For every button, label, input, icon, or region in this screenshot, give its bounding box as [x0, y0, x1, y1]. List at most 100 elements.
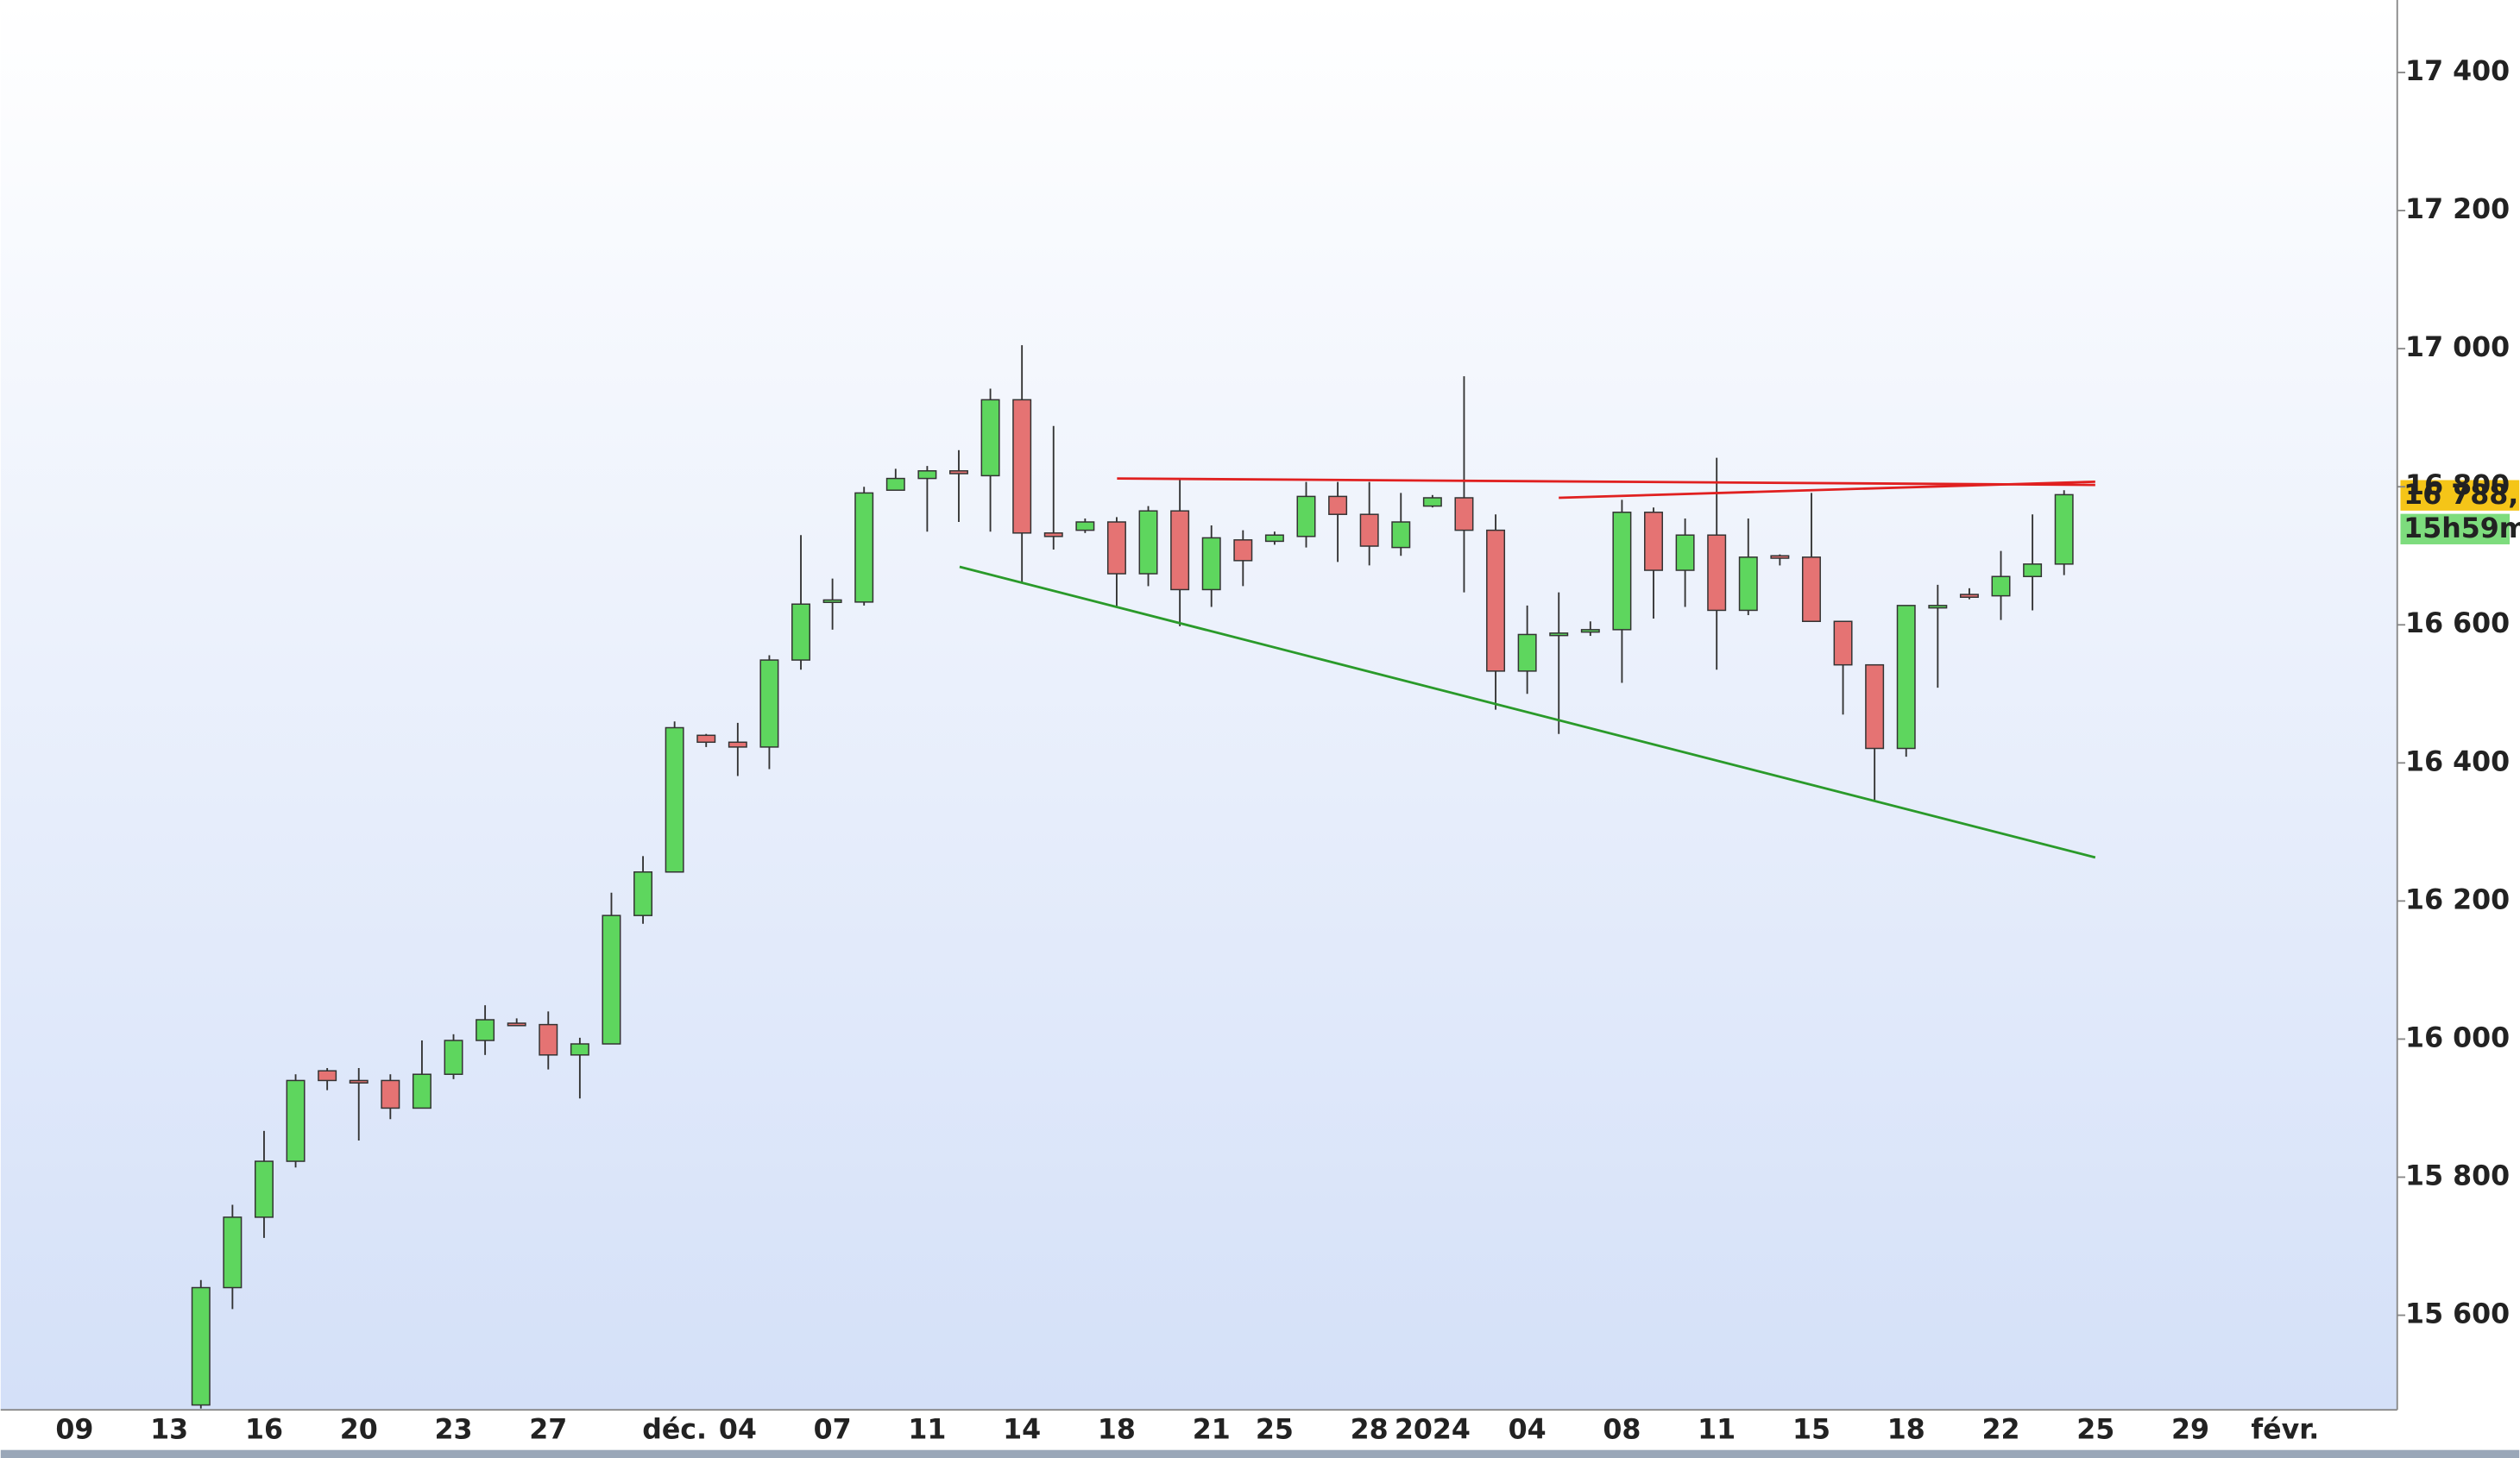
candle-body: [1928, 605, 1948, 609]
candle-body: [254, 1160, 274, 1218]
candle-body: [602, 914, 621, 1045]
x-tick-label: déc.: [642, 1414, 707, 1445]
candle-body: [1959, 594, 1979, 598]
x-tick-label: 28: [1351, 1414, 1389, 1445]
candle-body: [1328, 495, 1348, 515]
candle-body: [1422, 497, 1442, 507]
candle-body: [1675, 534, 1695, 571]
x-tick-label: 04: [719, 1414, 757, 1445]
candle-body: [980, 399, 1000, 477]
x-tick-label: 08: [1603, 1414, 1641, 1445]
x-tick-label: 29: [2171, 1414, 2209, 1445]
candle-body: [1896, 605, 1916, 750]
candle-body: [1738, 556, 1758, 612]
candle-body: [665, 726, 684, 873]
candle-body: [1770, 555, 1790, 559]
plot-background: [0, 0, 2397, 1411]
candle-body: [1138, 510, 1158, 575]
x-tick-label: 21: [1193, 1414, 1231, 1445]
candle-body: [1170, 510, 1190, 591]
x-tick-label: 25: [2076, 1414, 2114, 1445]
candle-body: [1201, 537, 1221, 591]
x-tick-label: 18: [1098, 1414, 1136, 1445]
candle-body: [318, 1070, 337, 1082]
candle-body: [1391, 521, 1411, 549]
candle-body: [1264, 534, 1284, 543]
x-tick-label: 23: [435, 1414, 473, 1445]
x-tick-label: 18: [1887, 1414, 1925, 1445]
candle-body: [412, 1073, 432, 1109]
y-tick-label: 15 600: [2405, 1299, 2510, 1330]
bottom-strip: [0, 1449, 2520, 1458]
y-tick-label: 16 400: [2405, 746, 2510, 777]
resistance-line: [1559, 480, 2095, 500]
x-tick-label: févr.: [2251, 1414, 2319, 1445]
candle-body: [1612, 512, 1632, 631]
candle-body: [1865, 663, 1885, 750]
candle-body: [1833, 620, 1853, 666]
y-tick-label: 16 600: [2405, 608, 2510, 639]
candle-body: [1486, 529, 1506, 672]
last-price-box: [2400, 480, 2520, 511]
axis-background: [2397, 0, 2520, 1411]
candle-body: [191, 1286, 211, 1406]
candle-body: [1707, 534, 1727, 612]
candle-body: [286, 1079, 306, 1162]
candle-body: [476, 1019, 495, 1041]
candle-body: [1233, 539, 1253, 562]
x-tick-label: 11: [908, 1414, 946, 1445]
candle-body: [1580, 629, 1600, 633]
candles: [191, 345, 2074, 1409]
candle-body: [1359, 513, 1379, 547]
candle-body: [1991, 575, 2011, 597]
candle-body: [1454, 497, 1474, 531]
candle-body: [2054, 493, 2074, 565]
y-tick-label: 17 200: [2405, 194, 2510, 225]
candle-body: [1043, 532, 1063, 537]
x-tick-label: 04: [1509, 1414, 1547, 1445]
candle-body: [822, 599, 842, 603]
candle-body: [349, 1079, 369, 1084]
candle-body: [854, 492, 874, 603]
resistance-line: [1117, 477, 2095, 487]
x-tick-label: 25: [1256, 1414, 1294, 1445]
candle-body: [1296, 495, 1316, 537]
candle-body: [949, 470, 968, 474]
candle-body: [1075, 521, 1095, 531]
candle-body: [633, 871, 653, 916]
y-tick-label: 15 800: [2405, 1160, 2510, 1191]
candle-body: [1549, 632, 1569, 637]
candle-body: [759, 659, 779, 748]
candle-body: [2023, 563, 2043, 577]
x-tick-label: 20: [340, 1414, 378, 1445]
y-tick-label: 17 400: [2405, 56, 2510, 87]
x-tick-label: 11: [1698, 1414, 1736, 1445]
candle-body: [570, 1043, 589, 1056]
x-tick-label: 27: [529, 1414, 567, 1445]
y-tick-label: 16 000: [2405, 1022, 2510, 1053]
x-tick-label: 15: [1792, 1414, 1830, 1445]
candle-body: [728, 741, 747, 748]
y-tick-label: 16 200: [2405, 884, 2510, 915]
x-tick-label: 14: [1003, 1414, 1041, 1445]
candle-body: [1644, 512, 1663, 571]
candle-body: [696, 734, 716, 744]
x-tick-label: 16: [245, 1414, 283, 1445]
candle-body: [507, 1022, 526, 1027]
y-tick-label: 16 800: [2405, 470, 2510, 501]
candle-body: [444, 1040, 463, 1075]
x-tick-label: 13: [150, 1414, 188, 1445]
candle-body: [917, 470, 937, 480]
candle-body: [1106, 521, 1126, 575]
candle-body: [885, 477, 905, 491]
x-tick-label: 07: [814, 1414, 852, 1445]
y-tick-label: 17 000: [2405, 332, 2510, 363]
candle-body: [1517, 633, 1537, 672]
candle-body: [791, 603, 811, 661]
candle-body: [223, 1216, 243, 1289]
last-price-label: 16 788,5: [2403, 480, 2520, 511]
countdown-box: [2400, 513, 2511, 544]
support-line: [959, 565, 2096, 859]
